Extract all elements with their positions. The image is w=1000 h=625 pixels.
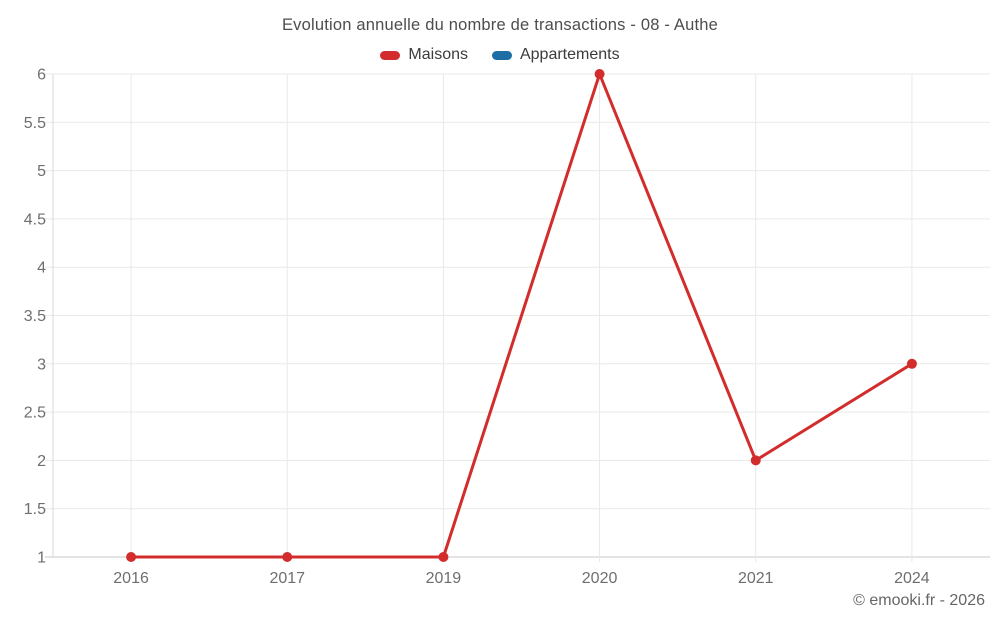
y-tick-label: 5.5 [24,115,46,132]
copyright: © emooki.fr - 2026 [853,592,985,609]
x-tick-label: 2017 [269,570,305,587]
data-point-maisons-2021[interactable] [750,455,761,466]
data-point-maisons-2020[interactable] [594,69,605,79]
y-tick-label: 6 [37,67,46,84]
x-tick-label: 2024 [894,570,930,587]
maisons-series-swatch-icon [380,51,401,60]
legend-item-maisons[interactable]: Maisons [380,46,468,64]
x-tick-label: 2020 [582,570,618,587]
chart-title: Evolution annuelle du nombre de transact… [281,16,719,34]
x-tick-label: 2016 [113,570,149,587]
legend-label-maisons: Maisons [408,46,468,63]
y-tick-label: 3.5 [24,308,46,325]
y-tick-label: 4 [37,260,46,277]
y-tick-label: 1.5 [24,501,46,518]
y-tick-label: 5 [37,163,46,180]
y-tick-label: 3 [37,356,46,373]
legend-label-appartements: Appartements [519,46,620,63]
data-point-maisons-2019[interactable] [438,552,449,562]
legend-item-appartements[interactable]: Appartements [491,46,620,64]
appartements-series-swatch-icon [491,51,512,60]
x-tick-label: 2021 [738,570,774,587]
data-point-maisons-2016[interactable] [126,552,137,562]
y-tick-label: 2 [37,453,46,470]
y-tick-label: 1 [37,550,46,567]
legend: Maisons Appartements [0,46,1000,64]
y-tick-label: 4.5 [24,211,46,228]
data-point-maisons-2024[interactable] [906,358,917,369]
data-point-maisons-2017[interactable] [282,552,293,562]
y-tick-label: 2.5 [24,405,46,422]
maisons-series-line [129,72,914,559]
x-tick-label: 2019 [426,570,462,587]
